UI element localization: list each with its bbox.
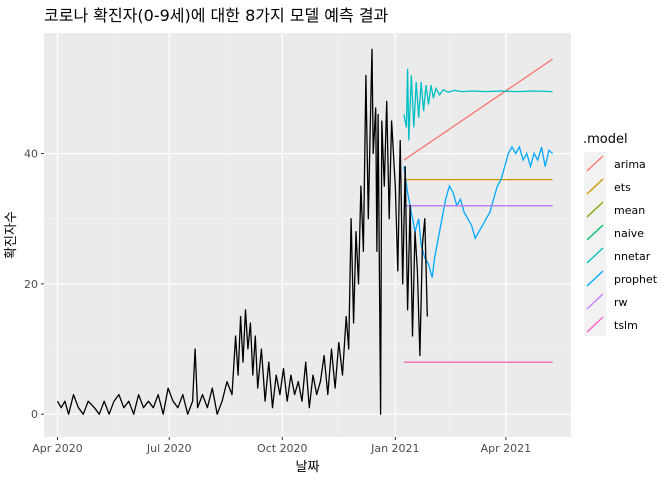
- actual-series-line: [56, 48, 428, 415]
- legend-label-naive: naive: [614, 227, 644, 240]
- series-layer: [56, 48, 554, 415]
- legend-title: .model: [583, 132, 628, 147]
- x-axis-title: 날짜: [296, 460, 320, 475]
- legend-swatch-mean: [586, 201, 604, 218]
- x-tick-label: Jan 2021: [370, 442, 419, 455]
- legend-label-tslm: tslm: [614, 319, 638, 332]
- y-axis-title: 확진자수: [4, 211, 19, 259]
- legend-swatch-naive: [586, 224, 604, 241]
- legend-swatch-nnetar: [586, 247, 604, 264]
- y-tick-label: 20: [24, 278, 38, 291]
- y-tick-label: 40: [24, 148, 38, 161]
- x-tick-label: Oct 2020: [257, 442, 308, 455]
- legend-swatch-arima: [586, 155, 604, 172]
- grid-lines: [44, 33, 571, 437]
- y-tick-label: 0: [31, 408, 38, 421]
- series-line-nnetar: [403, 68, 553, 141]
- x-tick-label: Jul 2020: [146, 442, 192, 455]
- series-line-prophet: [403, 145, 554, 278]
- legend-label-ets: ets: [614, 181, 631, 194]
- axis-ticks: Apr 2020 Jul 2020 Oct 2020 Jan 2021 Apr 2021…: [24, 148, 531, 455]
- legend-swatch-ets: [586, 178, 604, 195]
- legend-label-nnetar: nnetar: [614, 250, 651, 263]
- legend-label-rw: rw: [614, 296, 628, 309]
- x-tick-label: Apr 2020: [32, 442, 83, 455]
- legend-swatch-prophet: [586, 270, 604, 287]
- legend-swatch-rw: [586, 293, 604, 310]
- series-line-arima: [403, 58, 553, 161]
- legend: .model arima ets mean naive nnetar prophet rw t…: [583, 132, 658, 336]
- chart-title: 코로나 확진자(0-9세)에 대한 8가지 모델 예측 결과: [44, 6, 389, 25]
- plot-panel: [44, 33, 571, 437]
- legend-label-arima: arima: [614, 158, 646, 171]
- x-tick-label: Apr 2021: [481, 442, 532, 455]
- legend-swatch-tslm: [586, 316, 604, 333]
- legend-label-prophet: prophet: [614, 273, 658, 286]
- legend-label-mean: mean: [614, 204, 645, 217]
